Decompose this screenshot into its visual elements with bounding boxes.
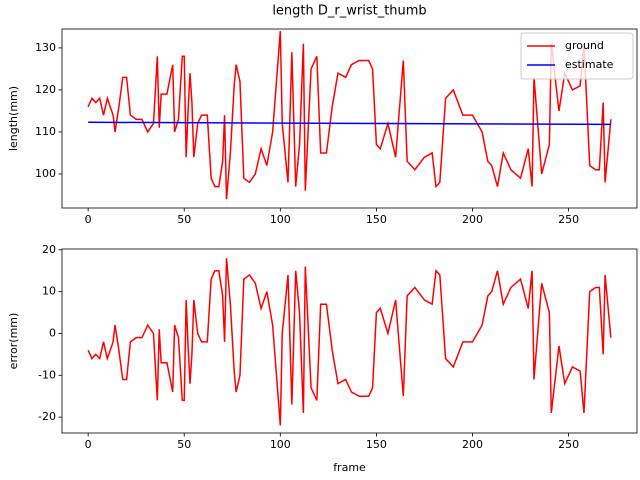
x-tick-label: 50 — [177, 213, 191, 226]
y-tick-label: -10 — [38, 368, 56, 381]
x-tick-label: 100 — [270, 438, 291, 451]
x-tick-label: 0 — [85, 438, 92, 451]
data-line — [87, 31, 612, 200]
x-tick-label: 150 — [366, 213, 387, 226]
legend-box — [520, 32, 634, 80]
chart-title: length D_r_wrist_thumb — [272, 4, 426, 19]
y-tick-label: 0 — [49, 326, 56, 339]
x-axis-label: frame — [333, 461, 366, 474]
x-tick-label: 200 — [462, 438, 483, 451]
y-tick-label: 130 — [35, 41, 56, 54]
x-tick-label: 250 — [558, 213, 579, 226]
legend-label: estimate — [565, 58, 614, 71]
x-tick-label: 100 — [270, 213, 291, 226]
y-axis-label: error(mm) — [7, 313, 20, 370]
data-line — [88, 121, 611, 126]
x-tick-label: 250 — [558, 438, 579, 451]
y-tick-label: 100 — [35, 167, 56, 180]
y-tick-label: 110 — [35, 125, 56, 138]
y-tick-label: -20 — [38, 410, 56, 423]
y-tick-label: 10 — [42, 285, 56, 298]
y-tick-label: 120 — [35, 83, 56, 96]
x-tick-label: 150 — [366, 438, 387, 451]
y-tick-label: 20 — [42, 243, 56, 256]
axes-frame — [61, 28, 638, 209]
x-tick-label: 0 — [85, 213, 92, 226]
legend-label: ground — [565, 39, 604, 52]
axes-frame — [61, 248, 638, 434]
data-line — [87, 258, 612, 426]
x-tick-label: 50 — [177, 438, 191, 451]
y-axis-label: length(mm) — [7, 86, 20, 151]
x-tick-label: 200 — [462, 213, 483, 226]
